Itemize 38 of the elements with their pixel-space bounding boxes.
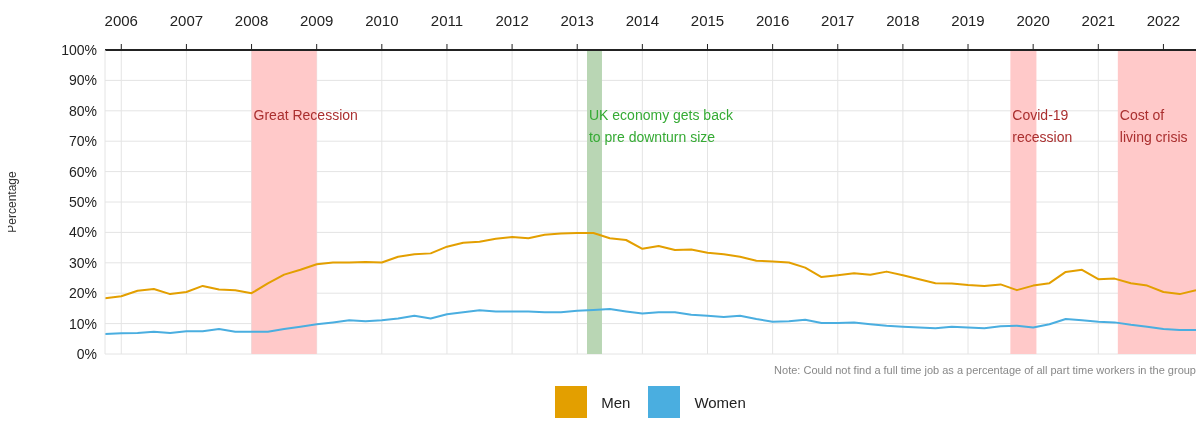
band-label: Covid-19 recession bbox=[1012, 106, 1073, 145]
x-tick-label: 2017 bbox=[821, 12, 855, 29]
x-tick-label: 2021 bbox=[1081, 12, 1115, 29]
y-tick-label: 90% bbox=[68, 72, 97, 89]
text: Note: Could not find a full time job as a percentage of all part time workers in the group bbox=[773, 364, 1196, 376]
x-tick-label: 2008 bbox=[234, 12, 269, 29]
x-tick-label: 2013 bbox=[560, 12, 594, 29]
x-tick-label: 2022 bbox=[1146, 12, 1181, 29]
y-tick-label: 10% bbox=[68, 315, 97, 332]
line-series bbox=[105, 232, 1196, 300]
y-tick-label: 50% bbox=[68, 193, 97, 210]
y-tick-label: 20% bbox=[68, 285, 97, 302]
band-label: Cost of living crisis bbox=[1119, 106, 1188, 145]
y-tick-label: 70% bbox=[68, 133, 97, 150]
y-tick-label: 80% bbox=[68, 102, 97, 119]
x-tick-label: 2006 bbox=[104, 12, 138, 29]
band-label: UK economy gets back to pre downturn size bbox=[588, 106, 734, 145]
y-tick-label: 60% bbox=[68, 163, 97, 180]
x-tick-label: 2018 bbox=[886, 12, 920, 29]
legend-label: Men bbox=[601, 393, 631, 411]
y-axis-title: Percentage bbox=[5, 170, 20, 233]
x-tick-label: 2011 bbox=[430, 12, 464, 29]
x-tick-label: 2014 bbox=[625, 12, 660, 29]
x-tick-label: 2020 bbox=[1016, 12, 1050, 29]
x-tick-label: 2009 bbox=[300, 12, 334, 29]
x-tick-label: 2012 bbox=[495, 12, 529, 29]
x-tick-label: 2007 bbox=[169, 12, 204, 29]
line-series bbox=[105, 308, 1196, 335]
x-tick-label: 2016 bbox=[755, 12, 790, 29]
x-tick-label: 2015 bbox=[690, 12, 725, 29]
band-label: Great Recession bbox=[253, 106, 358, 123]
legend-label: Women bbox=[694, 393, 746, 411]
y-tick-label: 40% bbox=[68, 224, 97, 241]
y-tick-label: 0% bbox=[76, 345, 97, 362]
x-tick-label: 2010 bbox=[365, 12, 399, 29]
y-tick-label: 30% bbox=[68, 254, 97, 271]
y-tick-label: 100% bbox=[61, 41, 97, 58]
x-tick-label: 2019 bbox=[951, 12, 985, 29]
